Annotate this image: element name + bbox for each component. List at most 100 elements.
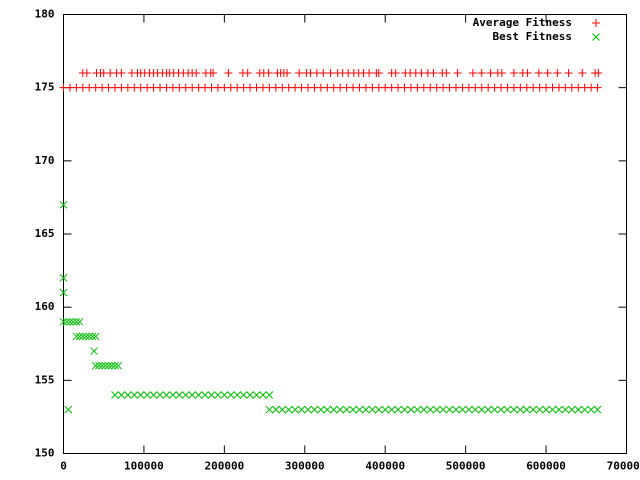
data-point — [468, 69, 477, 78]
data-point — [72, 317, 81, 326]
data-point — [336, 405, 345, 414]
data-point — [111, 361, 119, 370]
data-point — [391, 69, 400, 78]
data-point — [535, 405, 544, 414]
data-point — [304, 405, 312, 414]
data-point — [329, 405, 338, 414]
data-point — [439, 405, 447, 414]
data-point — [310, 405, 319, 414]
data-point — [381, 405, 390, 414]
data-point — [101, 361, 110, 370]
data-point — [497, 69, 506, 78]
data-point — [259, 391, 267, 399]
data-point — [503, 405, 512, 414]
x-tick-label: 100000 — [124, 460, 164, 473]
data-point — [90, 347, 98, 355]
data-point — [114, 361, 123, 370]
data-point — [516, 405, 525, 414]
data-point — [543, 69, 552, 78]
data-point — [117, 391, 126, 399]
data-point — [323, 405, 332, 414]
y-tick-label: 180 — [35, 8, 55, 21]
data-point — [326, 69, 335, 78]
plot-border — [63, 14, 627, 454]
data-point — [98, 361, 106, 370]
data-point — [162, 391, 171, 399]
data-point — [107, 361, 116, 370]
data-point — [458, 405, 467, 414]
data-point — [243, 69, 252, 78]
data-point — [413, 405, 422, 414]
x-tick-label: 700000 — [607, 460, 640, 473]
data-point — [239, 391, 248, 399]
data-point — [509, 69, 518, 78]
data-point — [484, 405, 493, 414]
x-tick-label: 600000 — [526, 460, 566, 473]
data-point — [75, 317, 84, 326]
data-point — [117, 69, 126, 78]
data-point — [317, 405, 325, 414]
y-tick-label: 155 — [35, 373, 55, 386]
data-point — [278, 405, 287, 414]
y-tick-label: 170 — [35, 154, 55, 167]
data-point — [181, 391, 190, 399]
data-point — [194, 391, 203, 399]
data-point — [394, 405, 402, 414]
data-point — [578, 69, 587, 78]
data-point — [574, 405, 583, 414]
data-point — [553, 69, 562, 78]
data-point — [477, 405, 486, 414]
legend-label: Average Fitness — [473, 16, 572, 29]
data-point — [59, 317, 68, 326]
data-point — [66, 317, 74, 326]
data-point — [471, 405, 480, 414]
x-tick-label: 400000 — [365, 460, 405, 473]
data-point — [452, 405, 460, 414]
data-point — [355, 405, 364, 414]
data-point — [445, 405, 454, 414]
data-point — [564, 69, 573, 78]
data-point — [374, 405, 383, 414]
data-point — [209, 69, 218, 78]
data-point — [342, 405, 351, 414]
data-point — [400, 405, 409, 414]
data-point — [246, 391, 254, 399]
data-point — [59, 288, 68, 297]
data-point — [453, 69, 462, 78]
data-point — [534, 69, 543, 78]
data-point — [169, 391, 177, 399]
data-point — [432, 405, 441, 414]
y-tick-label: 160 — [35, 300, 55, 313]
data-point — [224, 69, 233, 78]
data-point — [252, 391, 261, 399]
data-point — [490, 405, 499, 414]
data-point — [59, 200, 68, 209]
data-point — [192, 69, 201, 78]
data-point — [295, 69, 304, 78]
data-point — [59, 274, 68, 282]
data-point — [85, 332, 94, 341]
data-point — [374, 69, 383, 78]
data-point — [407, 405, 415, 414]
data-point — [82, 332, 90, 341]
data-point — [188, 391, 197, 399]
data-point — [201, 391, 209, 399]
data-point — [594, 69, 603, 78]
data-point — [78, 332, 87, 341]
data-point — [226, 391, 235, 399]
data-point — [297, 405, 306, 414]
data-point — [561, 405, 570, 414]
x-tick-label: 200000 — [204, 460, 244, 473]
data-point — [104, 361, 113, 370]
y-tick-label: 175 — [35, 81, 55, 94]
data-point — [69, 317, 78, 326]
data-point — [542, 405, 550, 414]
legend-label: Best Fitness — [493, 30, 572, 43]
data-point — [62, 317, 71, 326]
data-point — [207, 391, 216, 399]
x-tick-label: 0 — [60, 460, 67, 473]
data-point — [91, 332, 100, 341]
data-point — [291, 405, 299, 414]
